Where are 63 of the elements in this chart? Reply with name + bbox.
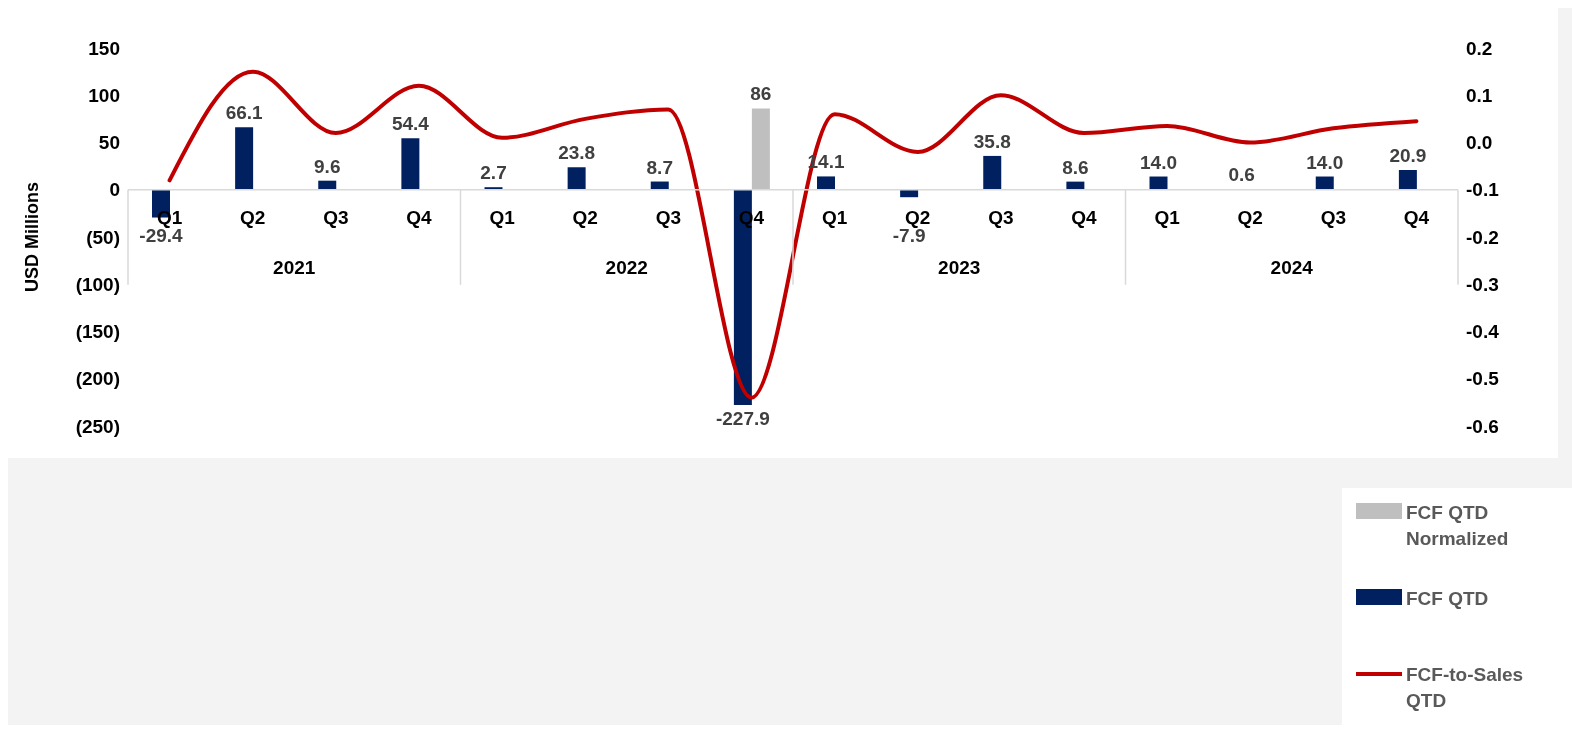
- data-label: 0.6: [1228, 164, 1255, 186]
- data-label: 54.4: [391, 113, 430, 135]
- data-label: 20.9: [1389, 145, 1427, 166]
- x-tick-label: Q2: [1237, 206, 1263, 228]
- y-tick-label: (250): [75, 415, 120, 437]
- bar: [401, 138, 420, 190]
- data-label: 2.7: [480, 162, 507, 184]
- bar: [1149, 176, 1168, 190]
- x-tick-label: Q3: [655, 206, 681, 228]
- annotation: 2023: [938, 256, 981, 278]
- x-tick-label: Q1: [156, 206, 183, 228]
- data-label: 86: [750, 83, 772, 105]
- y-tick-label: 150: [88, 37, 120, 59]
- y2-tick-label: -0.3: [1466, 273, 1499, 295]
- data-label: 14.0: [1306, 151, 1344, 173]
- bar: [235, 127, 254, 190]
- y2-tick-label: 0.1: [1466, 85, 1493, 106]
- y-tick-label: (100): [75, 273, 120, 295]
- y2-tick-label: -0.2: [1466, 226, 1499, 248]
- y2-tick-label: 0.2: [1466, 37, 1493, 59]
- legend-label: FCF-to-Sales QTD: [1406, 663, 1525, 713]
- x-tick-label: Q2: [240, 206, 266, 228]
- x-tick-label: Q4: [1403, 206, 1430, 228]
- x-tick-label: Q3: [323, 206, 349, 228]
- data-label: 66.1: [225, 102, 264, 124]
- legend-label: FCF QTD Normalized: [1406, 501, 1510, 551]
- legend-label: FCF QTD: [1406, 587, 1489, 611]
- y-tick-label: (150): [75, 321, 120, 343]
- y-tick-label: (200): [75, 368, 120, 390]
- x-tick-label: Q2: [572, 206, 598, 228]
- x-tick-label: Q1: [1154, 206, 1181, 228]
- y-axis-title: USD Millions: [22, 181, 43, 293]
- annotation: 2022: [605, 256, 648, 278]
- annotation: 2021: [273, 256, 316, 278]
- bar: [751, 108, 770, 190]
- y2-tick-label: -0.1: [1466, 179, 1500, 201]
- data-label: 8.7: [646, 156, 673, 178]
- annotation: 2024: [1270, 256, 1314, 278]
- data-label: -227.9: [715, 408, 770, 430]
- y-tick-label: 50: [98, 132, 120, 154]
- x-tick-label: Q1: [821, 206, 848, 228]
- x-tick-label: Q3: [988, 206, 1014, 228]
- data-label: 14.0: [1140, 151, 1177, 173]
- y-tick-label: (50): [86, 226, 120, 248]
- bar: [567, 167, 586, 190]
- data-label: 23.8: [558, 142, 596, 164]
- data-label: 35.8: [973, 130, 1011, 152]
- bar: [817, 176, 835, 190]
- y-tick-label: 100: [88, 85, 120, 106]
- x-tick-label: Q4: [406, 206, 433, 228]
- bar: [1315, 176, 1334, 190]
- bar: [1398, 170, 1417, 190]
- y-tick-label: 0: [109, 179, 120, 201]
- bar: [983, 155, 1002, 190]
- y2-tick-label: 0.0: [1466, 132, 1493, 154]
- y2-tick-label: -0.5: [1466, 368, 1500, 390]
- x-tick-label: Q4: [1071, 206, 1098, 228]
- y2-tick-label: -0.4: [1466, 321, 1500, 343]
- data-label: 8.6: [1062, 156, 1089, 178]
- y2-tick-label: -0.6: [1466, 415, 1499, 437]
- x-tick-label: Q1: [489, 206, 516, 228]
- data-label: 9.6: [314, 155, 341, 177]
- x-tick-label: Q3: [1320, 206, 1346, 228]
